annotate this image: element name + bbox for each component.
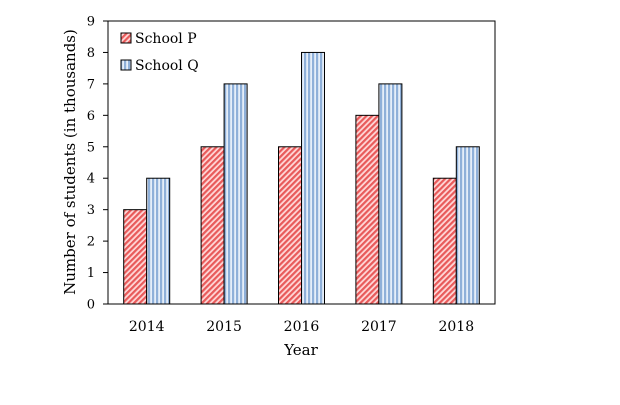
- legend-swatch: [120, 32, 132, 44]
- x-tick-label: 2016: [284, 319, 320, 335]
- bar-school-q-2015: [223, 83, 248, 305]
- bar-school-p-2017: [355, 114, 380, 305]
- x-axis-title: Year: [283, 341, 318, 359]
- bar-school-q-2017: [378, 83, 403, 305]
- y-tick-label: 8: [87, 46, 95, 61]
- x-tick-label: 2018: [438, 319, 474, 335]
- bar-school-p-2018: [432, 177, 457, 305]
- bar-school-q-2018: [455, 146, 480, 305]
- y-tick-label: 3: [87, 203, 95, 218]
- y-axis-ticks: 0 1 2 3 4 5 6 7 8 9: [87, 15, 108, 313]
- legend-swatch: [120, 59, 132, 71]
- bar-school-q-2014: [146, 177, 171, 305]
- x-axis-labels: 2014 2015 2016 2017 2018: [129, 319, 474, 335]
- bar-school-p-2016: [278, 146, 302, 305]
- x-tick-label: 2017: [361, 319, 397, 335]
- bar-school-p-2015: [200, 146, 225, 305]
- y-axis-title: Number of students (in thousands): [61, 29, 79, 295]
- bar-school-q-2016: [301, 51, 325, 305]
- y-tick-label: 6: [87, 109, 95, 124]
- bar-school-p-2014: [123, 209, 148, 305]
- x-tick-label: 2015: [206, 319, 242, 335]
- bars-group: [123, 51, 480, 305]
- y-tick-label: 0: [87, 298, 95, 313]
- y-tick-label: 1: [87, 266, 95, 281]
- legend-label: School P: [135, 31, 197, 47]
- legend-label: School Q: [135, 58, 199, 74]
- y-tick-label: 4: [87, 172, 95, 187]
- y-tick-label: 2: [87, 235, 95, 250]
- legend: School P School Q: [120, 31, 199, 74]
- y-tick-label: 7: [87, 77, 95, 92]
- x-tick-label: 2014: [129, 319, 165, 335]
- y-tick-label: 9: [87, 15, 95, 30]
- y-tick-label: 5: [87, 140, 95, 155]
